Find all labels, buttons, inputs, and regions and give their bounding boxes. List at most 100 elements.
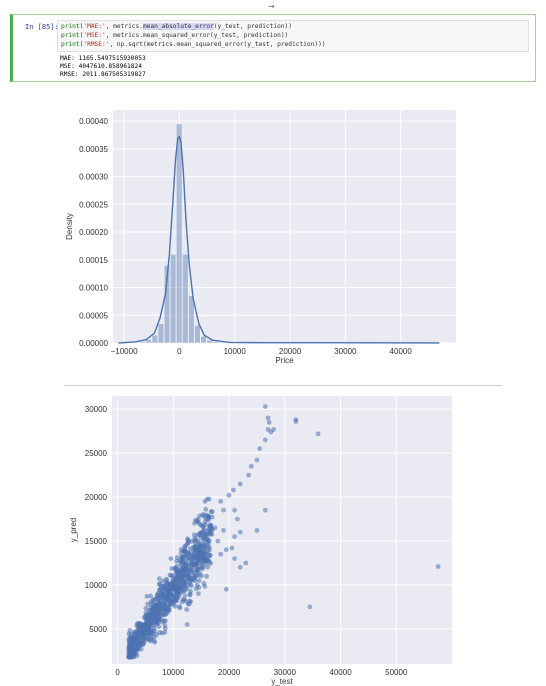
scatter-point [435,564,441,569]
y-tick-label: 0.00005 [79,311,108,320]
scatter-point [195,549,200,554]
scatter-point [235,516,240,522]
scatter-point [232,534,238,539]
y-tick-label: 20000 [85,493,108,502]
scatter-point [266,420,272,425]
histogram-bar [212,341,219,344]
scatter-point [144,593,150,599]
kde-line [118,135,440,344]
scatter-point [195,544,201,550]
scatter-point [187,579,193,585]
scatter-point [201,512,207,517]
x-tick-label: 10000 [224,347,247,356]
scatter-point [196,578,202,584]
scatter-point [181,570,187,575]
scatter-point [257,446,263,452]
x-tick-label: 10000 [162,668,185,677]
scatter-point [151,597,157,602]
x-tick-label: 40000 [390,347,413,356]
x-axis-label: Price [275,356,294,365]
scatter-point [221,507,226,513]
scatter-point [189,539,195,544]
scatter-point [189,560,194,566]
scatter-point [254,457,260,463]
scatter-point [180,597,186,603]
scatter-point [226,492,232,498]
scatter-point [148,637,154,642]
x-tick-label: −10000 [111,347,138,356]
histogram-bar [170,254,177,344]
scatter-point [204,496,210,502]
scatter-point [128,641,134,647]
scatter-point [237,564,243,570]
scatter-point [164,576,169,582]
scatter-point [158,585,164,591]
y-tick-label: 0.00025 [79,200,108,209]
x-tick-label: 30000 [274,668,297,677]
output-mae: MAE: 1165.5497515930053 [60,55,146,62]
scatter-point [185,541,191,546]
scatter-point [163,618,168,624]
scatter-point [164,588,170,593]
scatter-point [196,555,202,560]
y-axis-label: y_pred [69,518,78,542]
scatter-point [176,590,182,596]
scatter-point [146,625,152,631]
histogram-bar [194,325,201,344]
scatter-point [262,507,268,513]
scatter-point [237,529,243,535]
y-tick-label: 30000 [85,405,108,414]
scatter-point [130,654,136,659]
scatter-point [160,612,165,617]
scatter-point [201,555,207,561]
scatter-point [145,601,151,607]
output-rmse: RMSE: 2011.867505319827 [60,71,146,78]
scatter-point [231,487,236,493]
scatter-point [150,609,155,614]
scatter-point [170,602,176,608]
scatter-point [262,404,268,409]
histogram-bar [206,340,213,344]
scatter-point [172,584,178,590]
y-tick-label: 25000 [85,449,108,458]
histogram-bar [182,254,189,344]
scatter-point [180,555,186,561]
collapse-arrow-icon[interactable]: → [268,2,275,11]
scatter-point [157,599,163,605]
scatter-point [168,556,174,561]
scatter-point [179,575,184,581]
scatter-point [182,544,188,549]
scatter-point [223,586,229,592]
scatter-point [218,551,224,557]
scatter-point [198,535,204,541]
output-separator [64,385,502,386]
scatter-point [153,603,159,609]
scatter-point [156,592,161,597]
code-input[interactable]: print('MAE:', metrics.mean_absolute_erro… [57,20,529,52]
scatter-point [209,514,215,520]
notebook-cell[interactable]: In [85]: print('MAE:', metrics.mean_abso… [10,14,536,82]
scatter-point [184,607,190,612]
scatter-chart: 0 10000 20000 30000 40000 50000 5000 10000 15000… [69,396,452,686]
scatter-point [202,531,207,537]
scatter-point [183,552,189,558]
scatter-point [197,561,203,566]
scatter-point [243,560,249,566]
scatter-point [140,636,146,641]
histogram-bar [145,339,152,344]
x-axis-label: y_test [271,677,293,686]
scatter-point [134,628,140,634]
scatter-point [157,604,163,610]
scatter-point [174,596,180,602]
histogram-bar [151,335,158,344]
scatter-point [193,537,199,543]
scatter-point [143,615,148,621]
scatter-point [188,566,194,572]
scatter-point [271,427,276,432]
scatter-point [265,415,271,421]
scatter-point [153,619,159,625]
scatter-point [192,520,197,526]
scatter-point [204,537,210,542]
y-tick-label: 0.00020 [79,228,108,237]
x-tick-label: 50000 [385,668,408,677]
